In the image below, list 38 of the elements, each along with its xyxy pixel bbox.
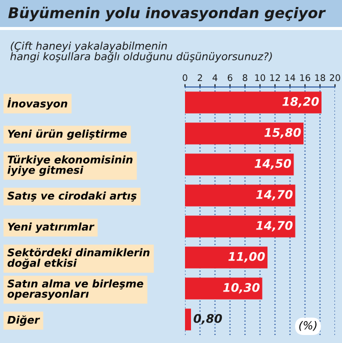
data-label: 15,80 xyxy=(264,128,301,138)
data-label: 14,70 xyxy=(256,220,293,232)
bar xyxy=(185,92,322,114)
bar xyxy=(185,216,296,238)
x-tick-label: 14 xyxy=(285,74,296,81)
bar xyxy=(185,308,191,330)
data-label: 14,70 xyxy=(256,190,293,200)
bar xyxy=(185,122,304,144)
x-tick-label: 4 xyxy=(212,74,218,81)
bar xyxy=(185,154,294,176)
data-label: 10,30 xyxy=(223,282,260,294)
x-tick-label: 16 xyxy=(300,74,310,82)
y-tick-label: Sektördeki dinamiklerin doğal etkisi xyxy=(7,248,150,270)
data-label: 11,00 xyxy=(228,252,265,262)
bar xyxy=(185,184,296,206)
bar xyxy=(185,246,268,268)
data-label: 18,20 xyxy=(282,96,319,108)
y-tick-label: Satın alma ve birleşme operasyonları xyxy=(7,279,144,300)
y-tick-label: Diğer xyxy=(7,315,40,326)
chart-subtitle: (Çift haneyi yakalayabilmenin hangi koşullara bağlı olduğunu düşünüyorsunuz?) xyxy=(10,42,272,62)
bar xyxy=(185,278,262,300)
x-tick-label: 20 xyxy=(330,74,340,82)
x-tick-label: 18 xyxy=(315,74,326,82)
annotation: (%) xyxy=(299,320,316,331)
y-tick-label: Yeni ürün geliştirme xyxy=(8,129,127,140)
x-tick-label: 0 xyxy=(182,74,188,82)
y-tick-label: Yeni yatırımlar xyxy=(8,222,94,233)
chart-title: Büyümenin yolu inovasyondan geçiyor xyxy=(8,6,326,22)
data-label: 14,50 xyxy=(254,158,292,170)
x-tick-label: 10 xyxy=(255,74,266,82)
x-tick-label: 8 xyxy=(242,74,248,82)
y-tick-label: İnovasyon xyxy=(7,98,68,110)
y-tick-label: Satış ve cirodaki artış xyxy=(7,191,137,202)
x-tick-label: 6 xyxy=(228,74,232,82)
x-tick-label: 2 xyxy=(198,74,202,81)
data-label: 0,80 xyxy=(194,314,222,324)
x-tick-label: 12 xyxy=(270,74,280,81)
y-tick-label: Türkiye ekonomisinin iyiye gitmesi xyxy=(8,155,132,176)
